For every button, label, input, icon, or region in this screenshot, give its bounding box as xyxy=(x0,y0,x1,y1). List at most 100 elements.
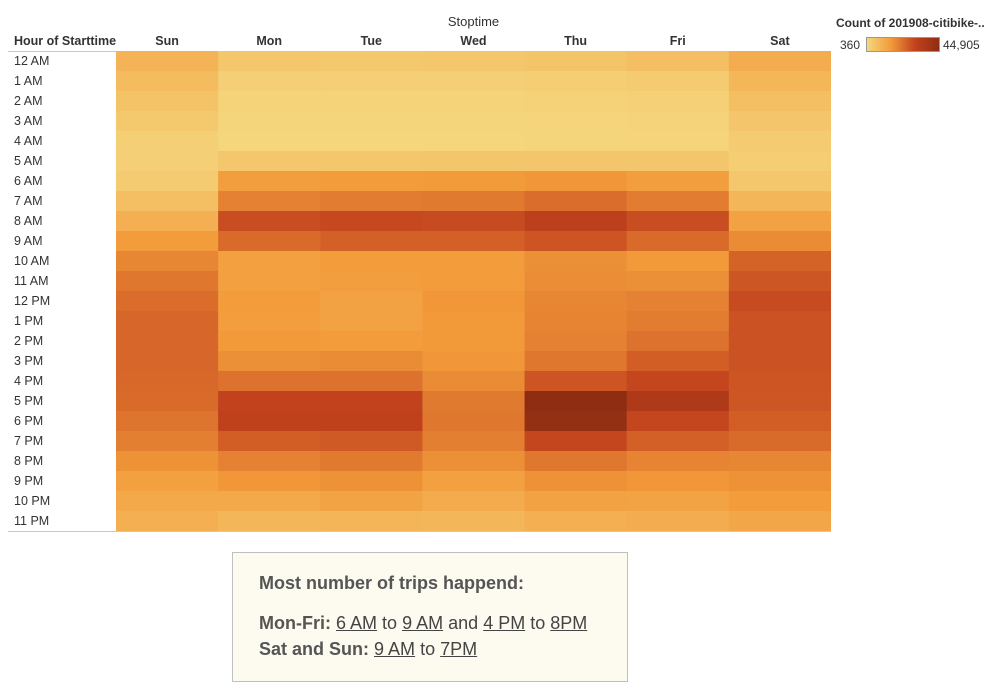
heatmap-cell-thu-1-am[interactable] xyxy=(524,71,628,92)
heatmap-cell-mon-12-am[interactable] xyxy=(218,51,321,72)
heatmap-cell-mon-4-am[interactable] xyxy=(218,131,321,152)
heatmap-cell-sun-3-am[interactable] xyxy=(116,111,219,132)
column-header-mon[interactable]: Mon xyxy=(256,34,283,48)
row-label-9-pm[interactable]: 9 PM xyxy=(14,474,44,488)
heatmap-cell-mon-12-pm[interactable] xyxy=(218,291,321,312)
heatmap-cell-sat-4-am[interactable] xyxy=(728,131,831,152)
heatmap-cell-wed-11-pm[interactable] xyxy=(422,511,526,531)
heatmap-cell-tue-11-am[interactable] xyxy=(320,271,423,292)
heatmap-cell-thu-10-pm[interactable] xyxy=(524,491,628,512)
heatmap-cell-sat-7-am[interactable] xyxy=(728,191,831,212)
row-label-7-am[interactable]: 7 AM xyxy=(14,194,43,208)
heatmap-cell-thu-2-pm[interactable] xyxy=(524,331,628,352)
heatmap-cell-sat-9-am[interactable] xyxy=(728,231,831,252)
heatmap-cell-wed-12-pm[interactable] xyxy=(422,291,526,312)
heatmap-cell-wed-5-am[interactable] xyxy=(422,151,526,172)
heatmap-cell-fri-7-am[interactable] xyxy=(626,191,730,212)
heatmap-cell-tue-9-am[interactable] xyxy=(320,231,423,252)
heatmap-cell-sun-8-pm[interactable] xyxy=(116,451,219,472)
heatmap-cell-mon-8-am[interactable] xyxy=(218,211,321,232)
heatmap-cell-thu-9-am[interactable] xyxy=(524,231,628,252)
heatmap-cell-sat-7-pm[interactable] xyxy=(728,431,831,452)
heatmap-cell-sat-10-pm[interactable] xyxy=(728,491,831,512)
row-label-3-am[interactable]: 3 AM xyxy=(14,114,43,128)
row-label-11-am[interactable]: 11 AM xyxy=(14,274,49,288)
heatmap-cell-sun-3-pm[interactable] xyxy=(116,351,219,372)
row-label-5-pm[interactable]: 5 PM xyxy=(14,394,44,408)
heatmap-cell-tue-1-pm[interactable] xyxy=(320,311,423,332)
row-label-10-am[interactable]: 10 AM xyxy=(14,254,50,268)
heatmap-cell-thu-3-am[interactable] xyxy=(524,111,628,132)
heatmap-cell-mon-1-am[interactable] xyxy=(218,71,321,92)
heatmap-cell-thu-4-pm[interactable] xyxy=(524,371,628,392)
heatmap-cell-fri-10-am[interactable] xyxy=(626,251,730,272)
heatmap-cell-sun-5-am[interactable] xyxy=(116,151,219,172)
heatmap-cell-sun-2-pm[interactable] xyxy=(116,331,219,352)
heatmap-cell-mon-9-pm[interactable] xyxy=(218,471,321,492)
heatmap-cell-tue-8-am[interactable] xyxy=(320,211,423,232)
row-label-6-pm[interactable]: 6 PM xyxy=(14,414,44,428)
heatmap-cell-sat-1-am[interactable] xyxy=(728,71,831,92)
heatmap-cell-thu-1-pm[interactable] xyxy=(524,311,628,332)
heatmap-cell-tue-7-pm[interactable] xyxy=(320,431,423,452)
heatmap-cell-sun-4-pm[interactable] xyxy=(116,371,219,392)
heatmap-cell-sat-12-pm[interactable] xyxy=(728,291,831,312)
heatmap-cell-sun-1-pm[interactable] xyxy=(116,311,219,332)
heatmap-cell-thu-9-pm[interactable] xyxy=(524,471,628,492)
heatmap-cell-wed-11-am[interactable] xyxy=(422,271,526,292)
heatmap-cell-sat-3-pm[interactable] xyxy=(728,351,831,372)
heatmap-cell-fri-3-am[interactable] xyxy=(626,111,730,132)
heatmap-cell-mon-5-am[interactable] xyxy=(218,151,321,172)
heatmap-cell-sat-11-pm[interactable] xyxy=(728,511,831,531)
heatmap-cell-wed-7-am[interactable] xyxy=(422,191,526,212)
heatmap-cell-sun-10-am[interactable] xyxy=(116,251,219,272)
heatmap-cell-sat-2-pm[interactable] xyxy=(728,331,831,352)
heatmap-cell-sat-1-pm[interactable] xyxy=(728,311,831,332)
heatmap-cell-fri-9-am[interactable] xyxy=(626,231,730,252)
heatmap-cell-thu-11-am[interactable] xyxy=(524,271,628,292)
heatmap-cell-tue-5-pm[interactable] xyxy=(320,391,423,412)
heatmap-cell-mon-7-am[interactable] xyxy=(218,191,321,212)
heatmap-cell-fri-6-pm[interactable] xyxy=(626,411,730,432)
heatmap-cell-fri-11-pm[interactable] xyxy=(626,511,730,531)
heatmap-cell-sun-9-pm[interactable] xyxy=(116,471,219,492)
heatmap-cell-sat-9-pm[interactable] xyxy=(728,471,831,492)
heatmap-cell-fri-12-am[interactable] xyxy=(626,51,730,72)
heatmap-cell-tue-12-pm[interactable] xyxy=(320,291,423,312)
heatmap-cell-wed-7-pm[interactable] xyxy=(422,431,526,452)
row-label-12-pm[interactable]: 12 PM xyxy=(14,294,51,308)
heatmap-cell-sun-7-am[interactable] xyxy=(116,191,219,212)
column-header-sun[interactable]: Sun xyxy=(155,34,179,48)
heatmap-cell-thu-3-pm[interactable] xyxy=(524,351,628,372)
heatmap-cell-sun-12-am[interactable] xyxy=(116,51,219,72)
heatmap-cell-mon-2-pm[interactable] xyxy=(218,331,321,352)
row-label-1-pm[interactable]: 1 PM xyxy=(14,314,44,328)
heatmap-cell-fri-11-am[interactable] xyxy=(626,271,730,292)
heatmap-cell-sat-6-am[interactable] xyxy=(728,171,831,192)
heatmap-cell-sun-2-am[interactable] xyxy=(116,91,219,112)
heatmap-cell-wed-6-pm[interactable] xyxy=(422,411,526,432)
heatmap-cell-tue-9-pm[interactable] xyxy=(320,471,423,492)
heatmap-cell-sat-2-am[interactable] xyxy=(728,91,831,112)
column-header-thu[interactable]: Thu xyxy=(564,34,588,48)
heatmap-cell-fri-8-am[interactable] xyxy=(626,211,730,232)
heatmap-cell-sat-6-pm[interactable] xyxy=(728,411,831,432)
heatmap-cell-fri-7-pm[interactable] xyxy=(626,431,730,452)
heatmap-cell-sun-10-pm[interactable] xyxy=(116,491,219,512)
heatmap-cell-mon-6-pm[interactable] xyxy=(218,411,321,432)
heatmap-cell-sun-6-pm[interactable] xyxy=(116,411,219,432)
heatmap-cell-sun-12-pm[interactable] xyxy=(116,291,219,312)
heatmap-cell-mon-6-am[interactable] xyxy=(218,171,321,192)
heatmap-cell-mon-5-pm[interactable] xyxy=(218,391,321,412)
heatmap-cell-sat-5-pm[interactable] xyxy=(728,391,831,412)
row-label-4-am[interactable]: 4 AM xyxy=(14,134,43,148)
heatmap-cell-wed-4-am[interactable] xyxy=(422,131,526,152)
heatmap-cell-tue-12-am[interactable] xyxy=(320,51,423,72)
heatmap-cell-sat-10-am[interactable] xyxy=(728,251,831,272)
heatmap-cell-sun-11-pm[interactable] xyxy=(116,511,219,531)
column-header-fri[interactable]: Fri xyxy=(669,34,686,48)
heatmap-cell-thu-6-pm[interactable] xyxy=(524,411,628,432)
heatmap-cell-thu-2-am[interactable] xyxy=(524,91,628,112)
heatmap-cell-mon-9-am[interactable] xyxy=(218,231,321,252)
heatmap-cell-mon-10-am[interactable] xyxy=(218,251,321,272)
